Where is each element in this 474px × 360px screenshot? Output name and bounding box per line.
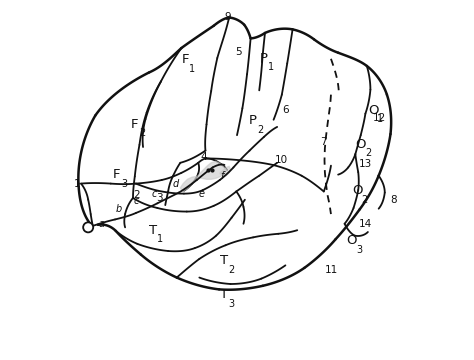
Text: T: T: [149, 224, 157, 237]
Text: 7: 7: [320, 138, 327, 147]
Text: O: O: [368, 104, 379, 117]
Text: f: f: [220, 171, 224, 181]
Text: T: T: [220, 254, 228, 267]
Text: 1: 1: [73, 179, 80, 189]
Text: 1: 1: [268, 62, 274, 72]
Text: 1: 1: [157, 234, 163, 244]
Text: T: T: [220, 288, 228, 301]
Text: b: b: [116, 204, 122, 215]
Polygon shape: [220, 166, 230, 176]
Text: 2: 2: [139, 129, 145, 138]
Text: 5: 5: [236, 46, 242, 57]
Text: 3: 3: [156, 193, 163, 203]
Text: 4: 4: [201, 152, 207, 162]
Text: O: O: [356, 138, 366, 150]
Text: 2: 2: [133, 190, 140, 200]
Text: P: P: [249, 114, 257, 127]
Polygon shape: [180, 161, 226, 192]
Text: 10: 10: [274, 155, 288, 165]
Text: 3: 3: [228, 299, 235, 309]
Text: 9: 9: [225, 12, 231, 22]
Text: 8: 8: [390, 195, 397, 205]
Text: 1: 1: [377, 114, 383, 124]
Text: F: F: [131, 118, 138, 131]
Text: O: O: [346, 234, 357, 247]
Text: F: F: [181, 53, 189, 66]
Text: a: a: [99, 219, 104, 229]
Text: 1: 1: [189, 64, 195, 74]
Text: 3: 3: [356, 245, 362, 255]
Text: d: d: [173, 179, 179, 189]
Circle shape: [83, 222, 93, 232]
Text: 13: 13: [359, 159, 372, 169]
Text: c: c: [133, 196, 138, 206]
Text: 3: 3: [121, 179, 127, 189]
Text: 2: 2: [257, 125, 264, 135]
Text: e: e: [198, 189, 204, 199]
Text: 2: 2: [361, 195, 367, 205]
Text: c: c: [151, 189, 156, 199]
Text: P: P: [260, 51, 268, 64]
Text: 14: 14: [359, 219, 372, 229]
Text: 2: 2: [228, 265, 235, 275]
Text: 2: 2: [365, 148, 371, 158]
Text: 6: 6: [282, 105, 289, 115]
Text: 11: 11: [324, 265, 337, 275]
Text: F: F: [113, 168, 120, 181]
Text: 12: 12: [373, 113, 386, 123]
Text: O: O: [352, 184, 363, 197]
